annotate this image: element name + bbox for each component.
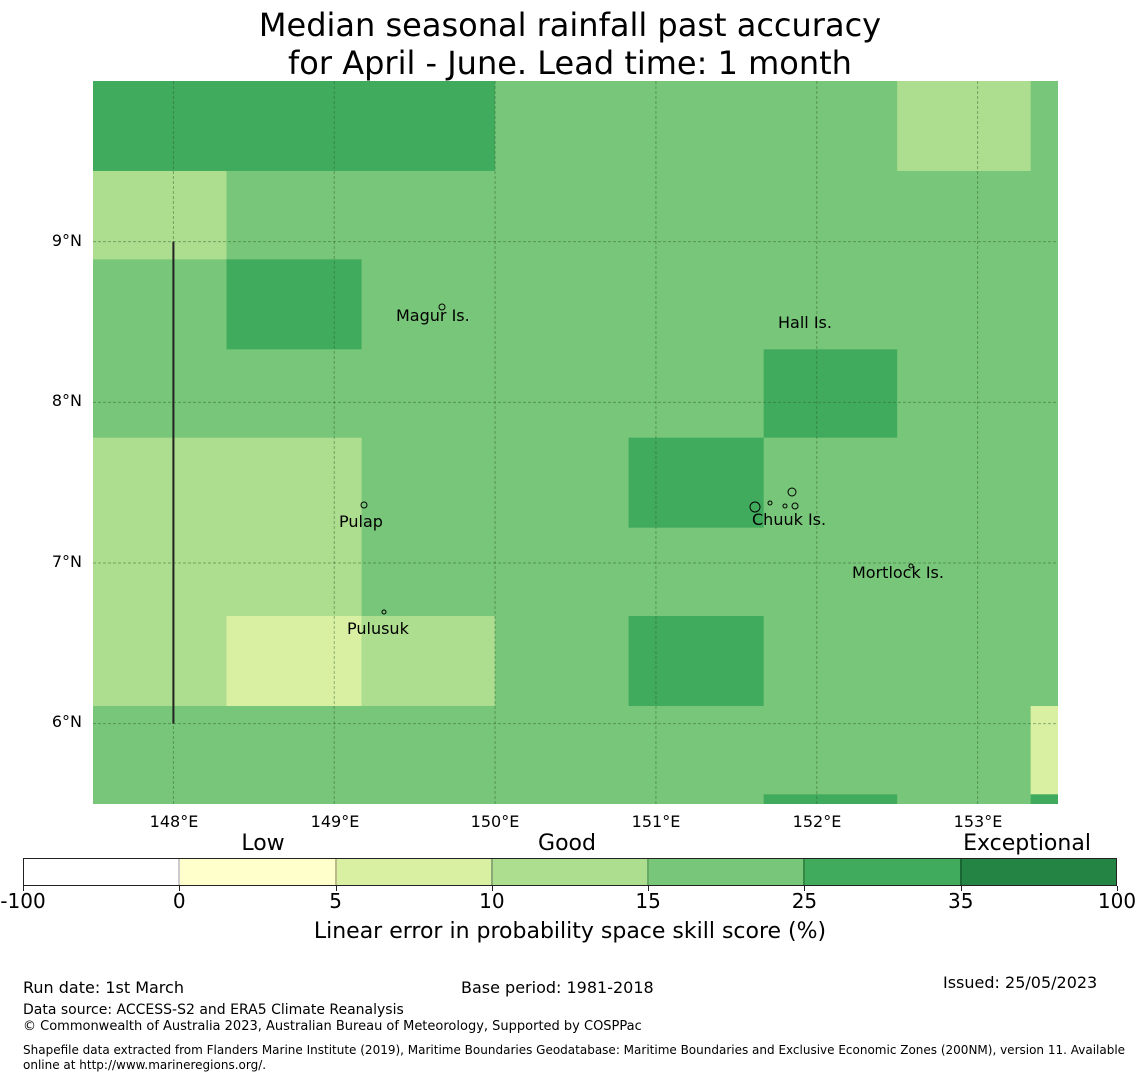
colorbar-tick-mark — [179, 886, 181, 891]
colorbar-tick-label: 100 — [1097, 889, 1137, 913]
skill-cell — [495, 81, 898, 171]
colorbar-tick-mark — [804, 886, 806, 891]
skill-cell — [93, 81, 496, 171]
colorbar-tick-mark — [960, 886, 962, 891]
x-tick-151e: 151°E — [631, 812, 681, 831]
x-tick-152e: 152°E — [792, 812, 842, 831]
colorbar-tick-mark — [1117, 886, 1118, 891]
place-label-magur: Magur Is. — [396, 306, 470, 325]
category-good: Good — [538, 831, 596, 856]
island-outline — [360, 501, 368, 509]
skill-cell — [1030, 705, 1058, 795]
skill-cell — [763, 794, 898, 804]
skill-cell — [93, 170, 227, 260]
base-period: Base period: 1981-2018 — [461, 978, 654, 997]
island-outline — [381, 609, 387, 615]
category-exceptional: Exceptional — [963, 831, 1091, 856]
data-source: Data source: ACCESS-S2 and ERA5 Climate … — [23, 1002, 404, 1018]
colorbar-segment — [803, 859, 960, 885]
colorbar-tick-mark — [23, 886, 24, 891]
colorbar-label: Linear error in probability space skill … — [313, 919, 827, 944]
island-outline — [782, 503, 788, 509]
island-outline — [787, 487, 797, 497]
shapefile-credit-line-1: Shapefile data extracted from Flanders M… — [23, 1043, 1126, 1057]
colorbar-tick-mark — [335, 886, 337, 891]
skill-cell — [1030, 794, 1058, 804]
title-line-2: for April - June. Lead time: 1 month — [288, 44, 852, 82]
copyright: © Commonwealth of Australia 2023, Austra… — [23, 1019, 642, 1034]
colorbar-segment — [178, 859, 335, 885]
island-outline — [791, 502, 799, 510]
colorbar-segment — [647, 859, 804, 885]
place-label-pulap: Pulap — [339, 512, 383, 531]
x-tick-153e: 153°E — [953, 812, 1003, 831]
island-outline — [438, 303, 446, 311]
colorbar-segment — [959, 859, 1116, 885]
skill-map — [93, 81, 1058, 804]
island-outline — [749, 501, 761, 513]
colorbar-tick-label: -100 — [0, 889, 46, 913]
colorbar-tick-mark — [648, 886, 650, 891]
colorbar-segment — [24, 859, 179, 885]
title-line-1: Median seasonal rainfall past accuracy — [258, 6, 882, 44]
skill-cell — [226, 616, 362, 706]
skill-cell — [226, 259, 362, 350]
y-tick-6n: 6°N — [51, 712, 82, 731]
shapefile-credit-line-2: online at http://www.marineregions.org/. — [23, 1058, 267, 1072]
y-tick-8n: 8°N — [51, 391, 82, 410]
colorbar-tick-label: 10 — [479, 889, 505, 913]
skill-cell — [361, 616, 496, 706]
colorbar-tick-mark — [491, 886, 493, 891]
colorbar — [23, 858, 1117, 886]
place-label-hall: Hall Is. — [778, 313, 832, 332]
run-date: Run date: 1st March — [23, 978, 184, 997]
colorbar-segment — [334, 859, 491, 885]
colorbar-tick-label: 35 — [947, 889, 974, 913]
island-outline — [908, 563, 914, 569]
colorbar-tick-label: 25 — [791, 889, 818, 913]
place-label-pulusuk: Pulusuk — [347, 619, 409, 638]
skill-cell — [628, 437, 764, 528]
y-tick-7n: 7°N — [51, 552, 82, 571]
skill-cell — [897, 81, 1031, 171]
y-tick-9n: 9°N — [51, 231, 82, 250]
colorbar-tick-label: 15 — [635, 889, 661, 913]
category-low: Low — [241, 831, 285, 856]
x-tick-149e: 149°E — [310, 812, 360, 831]
island-outline — [767, 500, 773, 506]
place-label-mortlock: Mortlock Is. — [852, 563, 944, 582]
place-label-chuuk: Chuuk Is. — [752, 510, 827, 529]
issued-date: Issued: 25/05/2023 — [943, 973, 1098, 992]
x-tick-150e: 150°E — [470, 812, 520, 831]
skill-cell — [763, 349, 898, 438]
colorbar-tick-label: 5 — [329, 889, 342, 913]
x-tick-148e: 148°E — [149, 812, 199, 831]
colorbar-segment — [490, 859, 648, 885]
skill-cell — [628, 616, 764, 706]
colorbar-tick-label: 0 — [172, 889, 186, 913]
